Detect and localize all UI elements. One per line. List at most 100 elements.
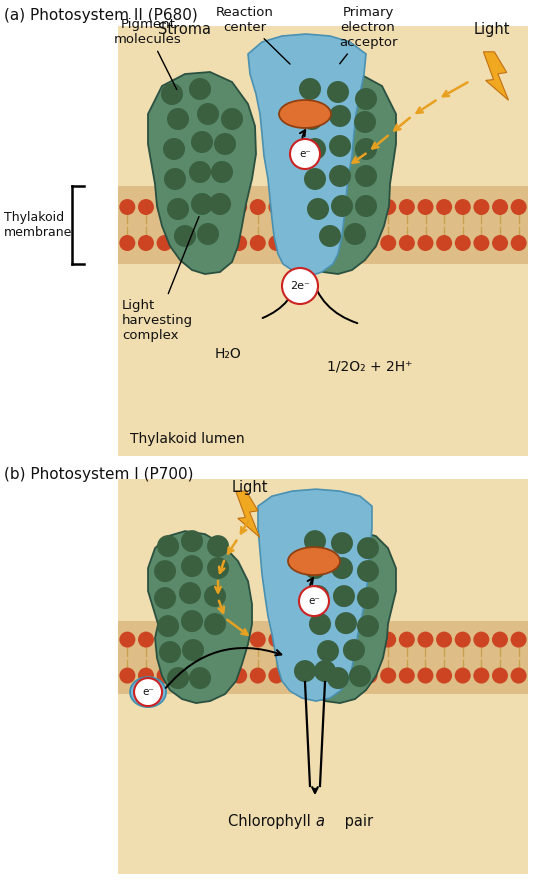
Circle shape (362, 199, 378, 215)
Circle shape (343, 632, 359, 648)
Text: Stroma: Stroma (158, 22, 211, 37)
Polygon shape (248, 34, 366, 276)
Circle shape (287, 632, 303, 648)
Polygon shape (148, 72, 256, 274)
Circle shape (167, 198, 189, 220)
Circle shape (189, 78, 211, 100)
Circle shape (154, 560, 176, 582)
Circle shape (349, 665, 371, 687)
Circle shape (343, 667, 359, 684)
Circle shape (319, 225, 341, 247)
Circle shape (357, 537, 379, 559)
Circle shape (119, 199, 135, 215)
Circle shape (306, 632, 322, 648)
Circle shape (304, 530, 326, 552)
Circle shape (324, 235, 341, 251)
Polygon shape (484, 51, 509, 100)
Circle shape (211, 161, 233, 183)
Circle shape (355, 88, 377, 110)
Circle shape (175, 667, 191, 684)
Circle shape (492, 199, 508, 215)
Text: Pigment
molecules: Pigment molecules (114, 18, 182, 89)
Circle shape (357, 615, 379, 637)
Circle shape (157, 667, 172, 684)
Circle shape (380, 632, 396, 648)
Circle shape (331, 195, 353, 217)
Circle shape (154, 587, 176, 609)
Circle shape (138, 235, 154, 251)
Circle shape (194, 199, 210, 215)
Bar (118, 479, 528, 874)
Circle shape (181, 556, 203, 577)
Circle shape (473, 667, 490, 684)
Text: 2e⁻: 2e⁻ (290, 281, 310, 291)
Circle shape (163, 138, 185, 160)
Circle shape (191, 193, 213, 215)
Circle shape (307, 198, 329, 220)
Circle shape (157, 199, 172, 215)
Circle shape (175, 199, 191, 215)
Circle shape (268, 199, 285, 215)
Circle shape (324, 667, 341, 684)
Circle shape (231, 632, 247, 648)
Circle shape (343, 235, 359, 251)
Circle shape (250, 235, 266, 251)
Circle shape (287, 199, 303, 215)
Text: 1/2O₂ + 2H⁺: 1/2O₂ + 2H⁺ (327, 359, 413, 373)
Polygon shape (258, 489, 372, 701)
Circle shape (179, 582, 201, 604)
Circle shape (380, 235, 396, 251)
Circle shape (357, 587, 379, 609)
Circle shape (157, 235, 172, 251)
Circle shape (214, 133, 236, 155)
Circle shape (317, 640, 339, 662)
Text: pair: pair (340, 814, 373, 829)
Circle shape (399, 199, 415, 215)
Circle shape (299, 587, 329, 616)
Bar (118, 621, 528, 694)
Circle shape (309, 613, 331, 635)
Circle shape (213, 235, 228, 251)
Circle shape (380, 199, 396, 215)
Circle shape (221, 108, 243, 130)
Circle shape (119, 667, 135, 684)
Circle shape (455, 632, 471, 648)
Circle shape (417, 235, 434, 251)
Circle shape (197, 223, 219, 245)
Circle shape (194, 632, 210, 648)
Circle shape (191, 131, 213, 153)
Circle shape (314, 660, 336, 682)
Circle shape (189, 667, 211, 689)
Circle shape (436, 632, 452, 648)
Circle shape (436, 667, 452, 684)
Circle shape (511, 632, 527, 648)
Circle shape (159, 641, 181, 663)
Circle shape (355, 165, 377, 187)
Circle shape (306, 235, 322, 251)
Circle shape (268, 632, 285, 648)
Circle shape (231, 667, 247, 684)
Circle shape (344, 223, 366, 245)
Circle shape (138, 199, 154, 215)
Circle shape (161, 83, 183, 105)
Circle shape (492, 235, 508, 251)
Circle shape (157, 535, 179, 557)
Circle shape (511, 667, 527, 684)
Circle shape (362, 667, 378, 684)
Circle shape (174, 225, 196, 247)
Text: Chlorophyll: Chlorophyll (227, 814, 315, 829)
Circle shape (324, 199, 341, 215)
Circle shape (455, 199, 471, 215)
Circle shape (511, 235, 527, 251)
Circle shape (324, 632, 341, 648)
Circle shape (181, 610, 203, 632)
Circle shape (473, 235, 490, 251)
Circle shape (157, 615, 179, 637)
Circle shape (455, 667, 471, 684)
Circle shape (304, 138, 326, 160)
Circle shape (511, 199, 527, 215)
Circle shape (492, 632, 508, 648)
Circle shape (157, 632, 172, 648)
Circle shape (209, 193, 231, 215)
Text: Light: Light (474, 22, 510, 37)
